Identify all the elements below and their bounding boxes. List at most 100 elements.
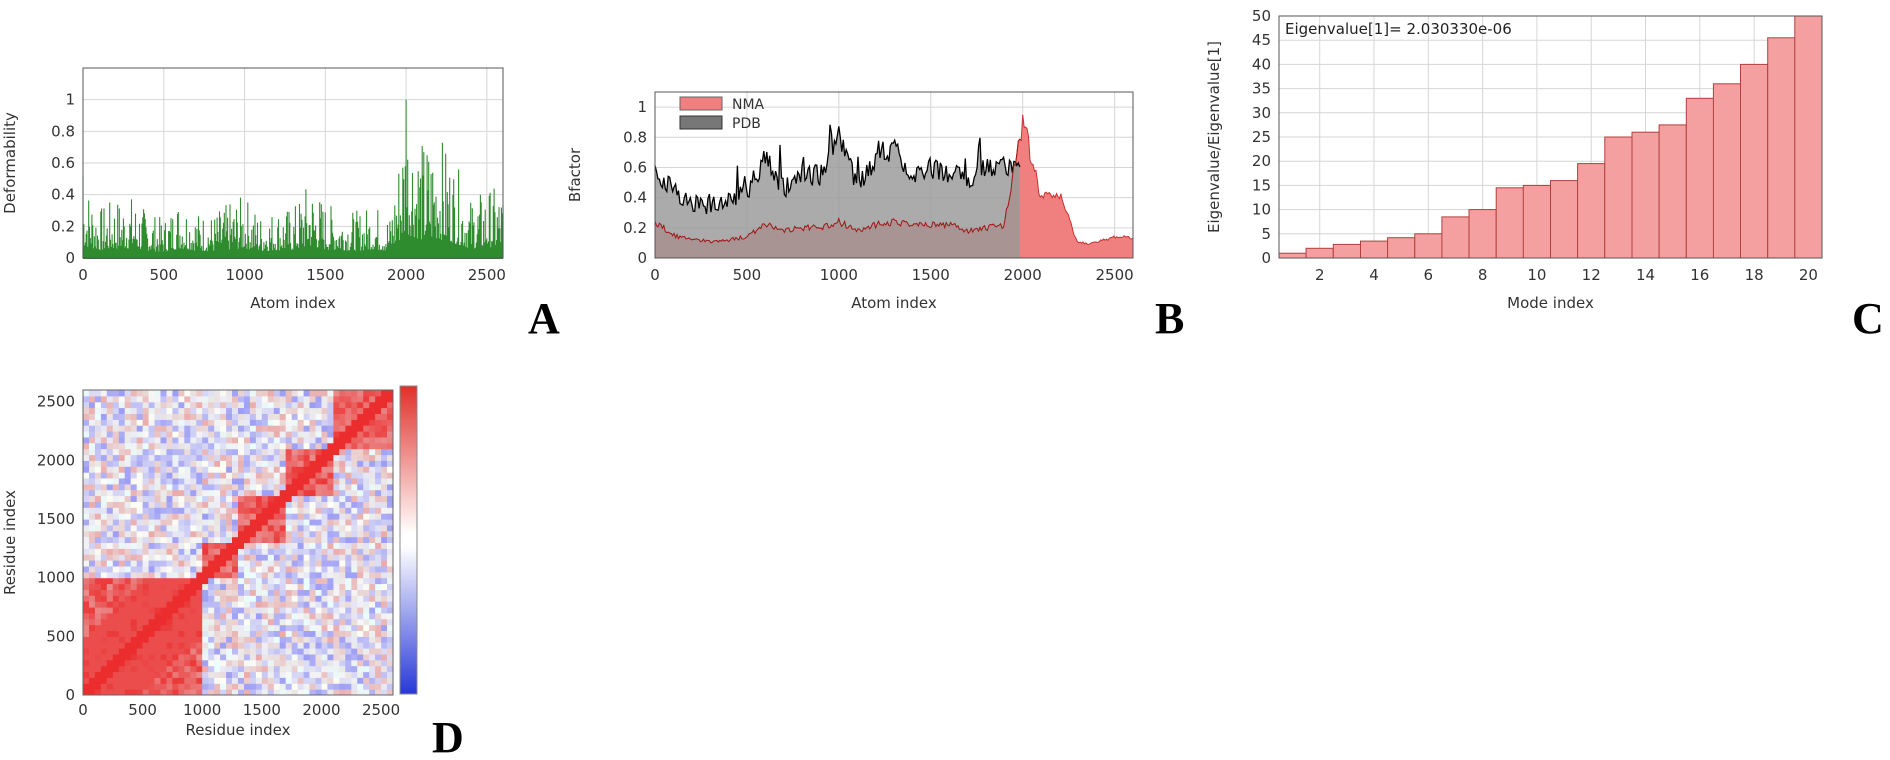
heatmap-cell [220, 454, 227, 461]
heatmap-cell [267, 630, 275, 637]
heatmap-cell [351, 448, 358, 456]
heatmap-cell [172, 460, 179, 467]
heatmap-cell [100, 671, 108, 678]
heatmap-cell [208, 448, 215, 456]
heatmap-cell [130, 472, 138, 479]
heatmap-cell [357, 554, 364, 561]
eigenvalue-annotation: Eigenvalue[1]= 2.030330e-06 [1285, 20, 1512, 38]
heatmap-cell [142, 448, 150, 456]
heatmap-cell [315, 536, 322, 543]
heatmap-cell [285, 659, 293, 667]
heatmap-cell [100, 607, 108, 614]
heatmap-cell [130, 483, 138, 491]
heatmap-cell [345, 454, 352, 461]
heatmap-cell [148, 395, 156, 403]
heatmap-cell [339, 536, 346, 543]
heatmap-cell [351, 466, 358, 473]
heatmap-cell [148, 390, 156, 397]
heatmap-cell [249, 659, 257, 667]
heatmap-cell [202, 659, 209, 667]
heatmap-cell [345, 642, 352, 649]
heatmap-cell [130, 624, 138, 631]
heatmap-cell [220, 460, 227, 467]
heatmap-cell [160, 589, 167, 596]
heatmap-cell [244, 689, 251, 696]
heatmap-cell [160, 390, 167, 397]
heatmap-cell [190, 413, 197, 420]
heatmap-cell [387, 407, 394, 414]
heatmap-cell [249, 501, 257, 508]
heatmap-cell [154, 689, 161, 696]
x-tick-label: 0 [78, 266, 88, 284]
heatmap-cell [202, 536, 209, 543]
heatmap-cell [83, 689, 90, 696]
heatmap-cell [279, 566, 287, 573]
heatmap-cell [321, 454, 328, 461]
heatmap-cell [94, 689, 102, 696]
heatmap-cell [255, 466, 263, 473]
heatmap-cell [83, 648, 90, 655]
heatmap-cell [220, 395, 227, 403]
heatmap-cell [244, 618, 251, 626]
heatmap-cell [89, 642, 96, 649]
heatmap-cell [89, 442, 96, 450]
heatmap-cell [94, 425, 102, 432]
heatmap-cell [208, 554, 215, 561]
heatmap-cell [196, 536, 203, 543]
heatmap-cell [291, 642, 299, 649]
heatmap-cell [83, 460, 90, 467]
heatmap-cell [345, 636, 352, 643]
heatmap-cell [178, 607, 185, 614]
heatmap-cell [208, 624, 215, 631]
heatmap-cell [357, 501, 364, 508]
heatmap-cell [244, 454, 251, 461]
heatmap-cell [363, 636, 370, 643]
heatmap-cell [261, 554, 269, 561]
panel-label-b: B [1155, 294, 1184, 343]
heatmap-cell [172, 401, 179, 409]
legend-label-pdb: PDB [732, 116, 761, 132]
heatmap-cell [375, 536, 382, 543]
heatmap-cell [369, 401, 376, 409]
heatmap-cell [208, 618, 215, 626]
heatmap-cell [172, 589, 179, 596]
heatmap-cell [83, 390, 90, 397]
heatmap-cell [321, 659, 328, 667]
heatmap-cell [255, 436, 263, 444]
heatmap-cell [345, 483, 352, 491]
heatmap-cell [160, 460, 167, 467]
heatmap-cell [190, 601, 197, 608]
heatmap-cell [202, 401, 209, 409]
heatmap-cell [387, 390, 394, 397]
heatmap-cell [267, 401, 275, 409]
heatmap-cell [315, 648, 322, 655]
heatmap-cell [273, 665, 281, 673]
heatmap-cell [118, 413, 126, 420]
heatmap-cell [214, 566, 221, 573]
heatmap-cell [279, 483, 287, 491]
heatmap-cell [327, 677, 334, 684]
heatmap-cell [136, 648, 144, 655]
heatmap-cell [369, 413, 376, 420]
heatmap-cell [291, 683, 299, 690]
heatmap-cell [220, 548, 227, 555]
heatmap-cell [321, 401, 328, 409]
heatmap-cell [303, 677, 311, 684]
heatmap-cell [112, 648, 120, 655]
heatmap-cell [339, 442, 346, 450]
heatmap-cell [321, 671, 328, 678]
heatmap-cell [112, 612, 120, 620]
heatmap-cell [118, 583, 126, 590]
heatmap-cell [238, 607, 245, 614]
heatmap-cell [285, 501, 293, 508]
heatmap-cell [315, 560, 322, 567]
heatmap-cell [244, 413, 251, 420]
heatmap-cell [190, 419, 197, 426]
heatmap-cell [89, 689, 96, 696]
heatmap-cell [166, 566, 173, 573]
heatmap-cell [363, 530, 370, 538]
heatmap-cell [249, 390, 257, 397]
heatmap-cell [309, 419, 316, 426]
heatmap-cell [387, 448, 394, 456]
heatmap-cell [303, 607, 311, 614]
